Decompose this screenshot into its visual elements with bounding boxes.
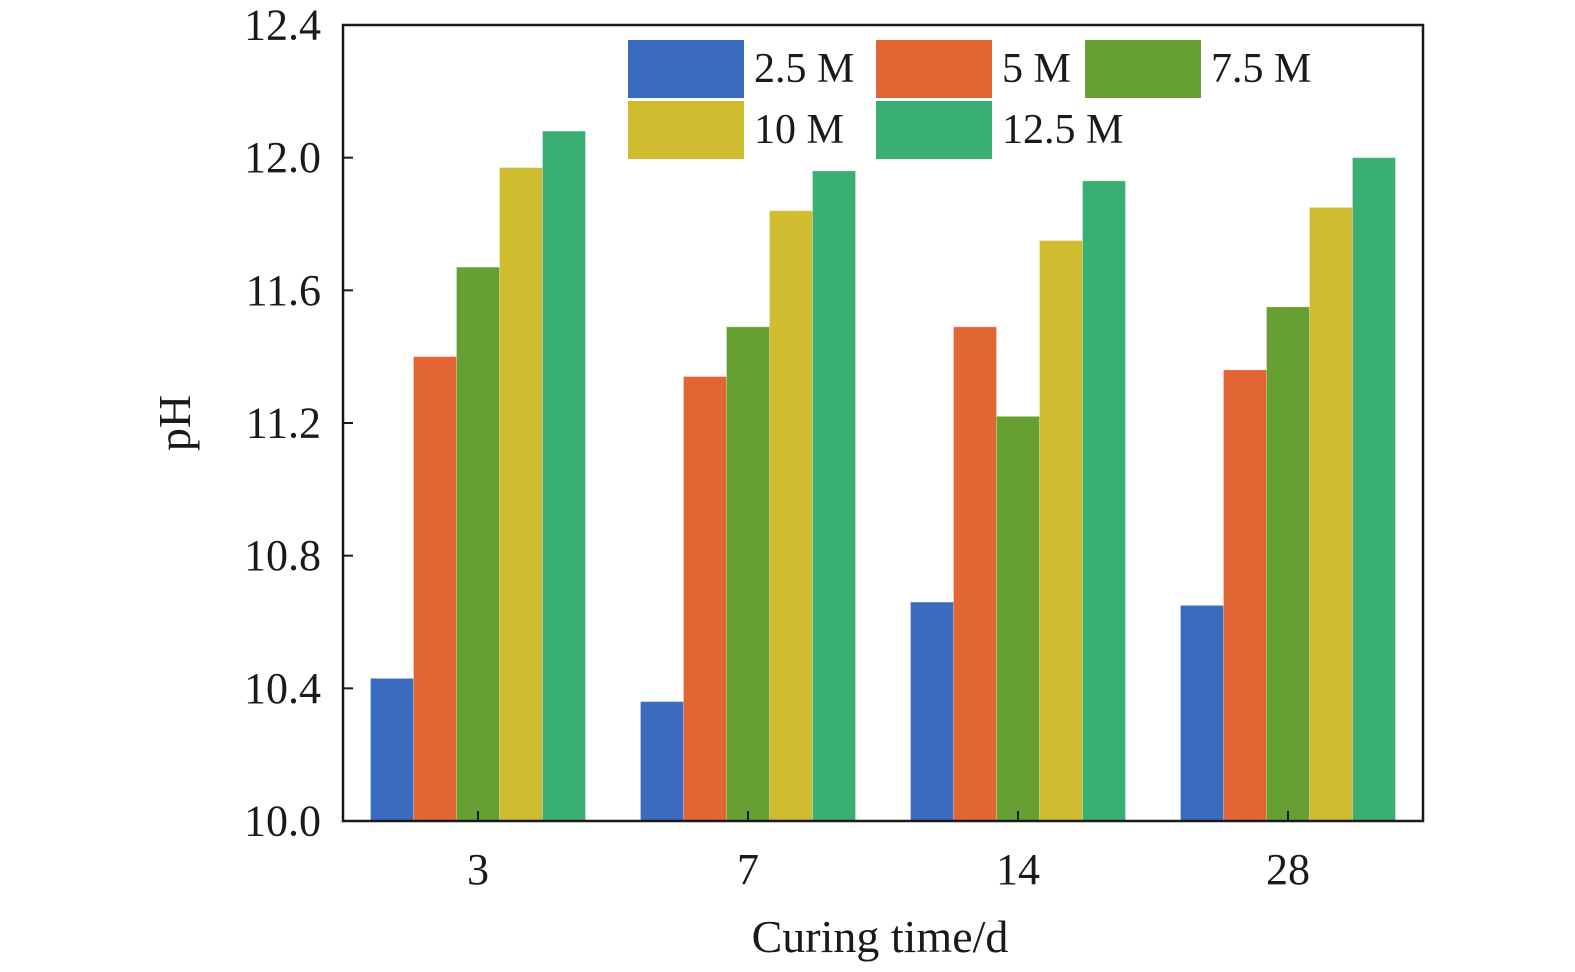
legend-label: 5 M (1002, 46, 1071, 92)
bar-7-5-m-day-14 (996, 415, 1040, 822)
y-tick-label: 10.8 (244, 531, 321, 580)
bar-10-m-day-14 (1039, 240, 1083, 822)
legend: 2.5 M 5 M 7.5 M 10 M 12.5 M (628, 40, 1311, 159)
x-tick-label: 28 (1266, 845, 1310, 894)
bar-10-m-day-28 (1309, 206, 1353, 822)
y-axis: 10.0 10.4 10.8 11.2 11.6 12.0 12.4 (244, 1, 353, 846)
x-axis: 3 7 14 28 (467, 811, 1310, 894)
legend-swatch-12-5-m (876, 101, 992, 159)
legend-label: 2.5 M (754, 46, 854, 92)
y-tick-label: 11.2 (246, 399, 321, 448)
bar-5-m-day-7 (683, 376, 727, 822)
bar-2-5-m-day-28 (1180, 604, 1224, 822)
x-tick-label: 3 (467, 845, 489, 894)
bar-12-5-m-day-7 (812, 170, 856, 822)
y-tick-label: 12.4 (244, 1, 321, 50)
bar-7-5-m-day-3 (456, 266, 500, 822)
y-tick-label: 12.0 (244, 133, 321, 182)
legend-label: 10 M (754, 107, 844, 153)
bar-12-5-m-day-14 (1082, 180, 1126, 822)
bar-5-m-day-28 (1223, 369, 1267, 822)
bar-2-5-m-day-3 (370, 677, 414, 822)
bars-layer (370, 130, 1396, 822)
legend-swatch-7-5-m (1085, 40, 1201, 98)
x-axis-title: Curing time/d (752, 911, 1009, 962)
legend-swatch-2-5-m (628, 40, 744, 98)
x-tick-label: 14 (996, 845, 1040, 894)
bar-10-m-day-7 (769, 210, 813, 822)
bar-5-m-day-3 (413, 356, 457, 822)
bar-7-5-m-day-28 (1266, 306, 1310, 822)
x-tick-label: 7 (737, 845, 759, 894)
bar-7-5-m-day-7 (726, 326, 770, 822)
bar-10-m-day-3 (499, 167, 543, 822)
bar-2-5-m-day-14 (910, 601, 954, 822)
bar-5-m-day-14 (953, 326, 997, 822)
y-tick-label: 10.0 (244, 797, 321, 846)
y-axis-title: pH (149, 395, 200, 451)
y-tick-label: 10.4 (244, 664, 321, 713)
bar-12-5-m-day-28 (1352, 157, 1396, 822)
legend-label: 12.5 M (1002, 107, 1123, 153)
bar-2-5-m-day-7 (640, 701, 684, 822)
bar-12-5-m-day-3 (542, 130, 586, 822)
legend-label: 7.5 M (1211, 46, 1311, 92)
y-tick-label: 11.6 (246, 266, 321, 315)
legend-swatch-10-m (628, 101, 744, 159)
legend-swatch-5-m (876, 40, 992, 98)
